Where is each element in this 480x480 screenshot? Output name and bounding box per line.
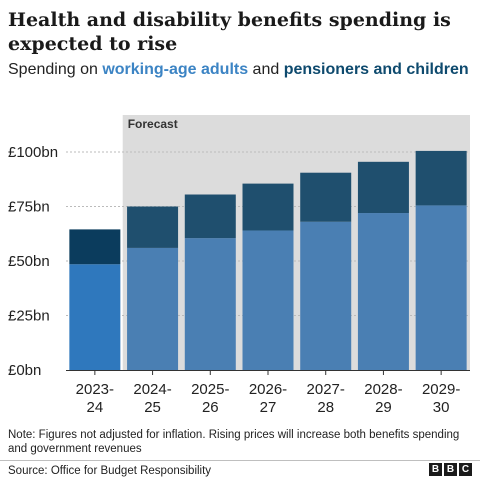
bbc-logo-letter: B	[429, 463, 442, 476]
bar-pensioners	[357, 161, 409, 214]
forecast-band	[122, 115, 470, 370]
x-tick-label: 2029-30	[422, 381, 460, 416]
stacked-bar-chart: Forecast £0bn £25bn £50bn £75bn £100bn 2023-24…	[8, 115, 470, 416]
subtitle-middle: and	[248, 61, 284, 78]
x-tick-label: 2028-29	[364, 381, 402, 416]
y-tick-label: £25bn	[8, 308, 50, 325]
y-tick-label: £50bn	[8, 253, 50, 270]
bbc-logo: B B C	[429, 463, 472, 476]
bbc-logo-letter: B	[444, 463, 457, 476]
bar-pensioners	[184, 194, 236, 239]
bar-pensioners	[127, 206, 179, 248]
bar-pensioners	[300, 172, 352, 222]
chart-source: Source: Office for Budget Responsibility	[8, 465, 212, 477]
y-tick-label: £100bn	[8, 144, 58, 161]
legend-working-age: working-age adults	[102, 61, 249, 78]
bar-working-age	[242, 230, 294, 370]
x-tick-label: 2027-28	[307, 381, 345, 416]
chart-subtitle: Spending on working-age adults and pensi…	[8, 60, 472, 80]
bar-working-age	[300, 221, 352, 370]
bar-pensioners	[415, 150, 467, 206]
bar-working-age	[69, 264, 121, 370]
bbc-logo-letter: C	[459, 463, 472, 476]
bar-pensioners	[242, 183, 294, 231]
bar-working-age	[357, 213, 409, 370]
y-tick-label: £0bn	[8, 362, 41, 379]
bar-working-age	[415, 205, 467, 370]
chart-title: Health and disability benefits spending …	[8, 9, 451, 55]
x-tick-label: 2024-25	[133, 381, 171, 416]
legend-pensioners: pensioners and children	[283, 61, 469, 78]
forecast-label: Forecast	[128, 117, 178, 131]
bar-pensioners	[69, 229, 121, 265]
x-tick-label: 2025-26	[191, 381, 229, 416]
y-tick-label: £75bn	[8, 199, 50, 216]
bar-working-age	[184, 238, 236, 370]
chart-note: Note: Figures not adjusted for inflation…	[8, 429, 460, 455]
footer-divider	[0, 460, 480, 461]
subtitle-prefix: Spending on	[8, 61, 103, 78]
x-tick-label: 2026-27	[249, 381, 287, 416]
x-tick-label: 2023-24	[76, 381, 114, 416]
bar-working-age	[127, 247, 179, 370]
